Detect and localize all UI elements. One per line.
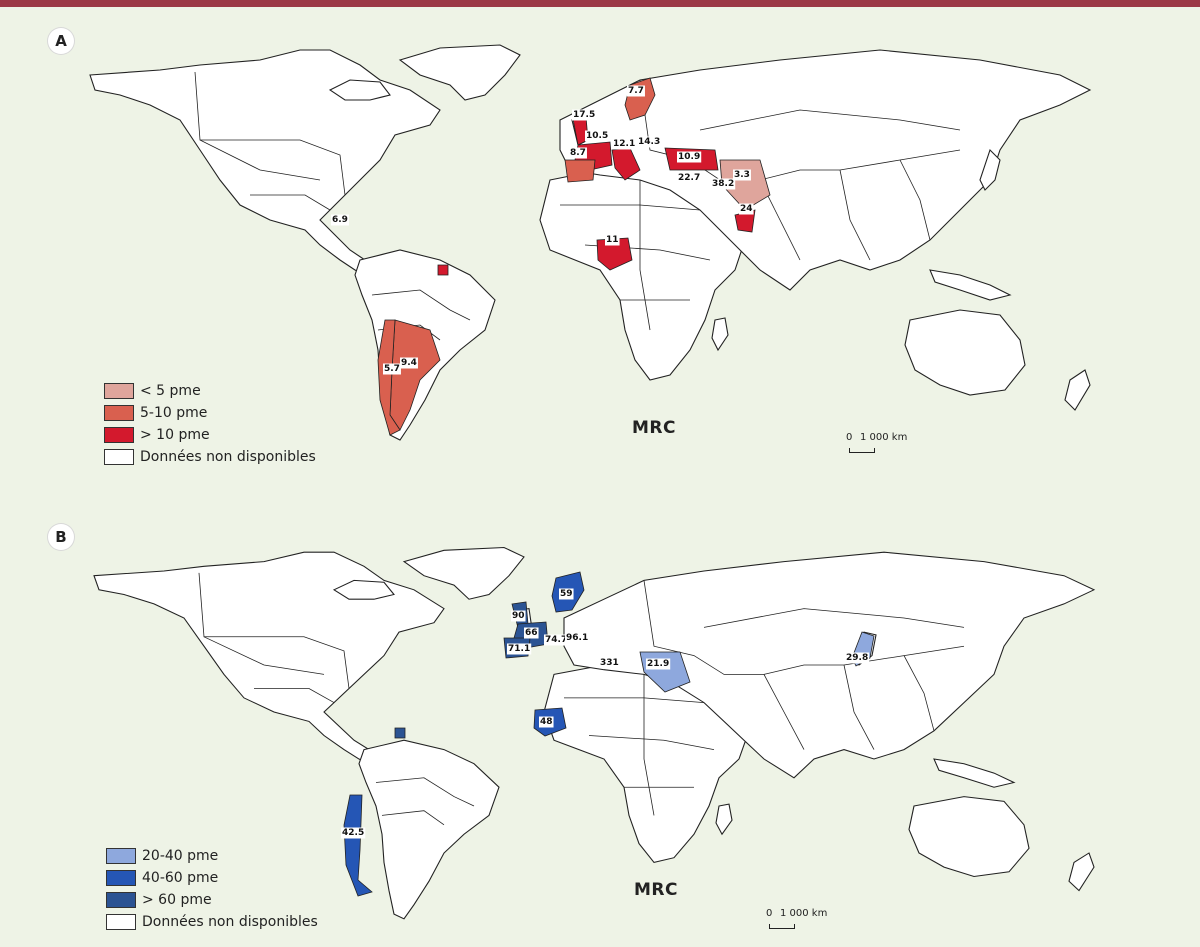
value-label-b: 59 — [560, 589, 573, 599]
value-label-a: 14.3 — [638, 137, 660, 147]
suriname-b — [394, 727, 406, 739]
new-zealand — [1068, 852, 1095, 892]
legend-item: > 60 pme — [106, 889, 318, 911]
world-map-a: 17.5 7.7 10.5 14.3 12.1 8.7 10.9 22.7 38… — [89, 44, 1092, 441]
value-label-a: 8.7 — [570, 148, 586, 158]
value-label-b: 21.9 — [647, 659, 669, 669]
southeast-asia-islands — [929, 269, 1012, 301]
value-label-b: 74.7 — [545, 635, 567, 645]
value-label-a: 17.5 — [573, 110, 595, 120]
value-label-b: 90 — [512, 611, 525, 621]
north-america-landmass — [89, 49, 441, 279]
spain-a — [564, 159, 596, 183]
map-caption-a: MRC — [632, 418, 676, 438]
value-label-b: 42.5 — [342, 828, 364, 838]
legend-swatch — [104, 405, 134, 421]
panel-label-a: A — [48, 28, 74, 54]
legend-item: 40-60 pme — [106, 867, 318, 889]
top-accent-bar — [0, 0, 1200, 7]
map-panel-a: A — [0, 20, 1200, 485]
value-label-a: 38.2 — [712, 179, 734, 189]
value-label-a: 12.1 — [613, 139, 635, 149]
map-caption-b: MRC — [634, 880, 678, 900]
new-zealand — [1064, 369, 1091, 411]
madagascar — [711, 317, 729, 352]
greenland — [398, 44, 521, 101]
legend-item: > 10 pme — [104, 424, 316, 446]
chile-b — [343, 794, 373, 897]
legend-item: Données non disponibles — [106, 911, 318, 933]
suriname-a — [437, 264, 449, 276]
legend-swatch — [106, 848, 136, 864]
value-label-a: 5.7 — [384, 364, 400, 374]
legend-b: 20-40 pme 40-60 pme > 60 pme Données non… — [106, 845, 318, 933]
legend-a: < 5 pme 5-10 pme > 10 pme Données non di… — [104, 380, 316, 468]
value-label-b: 71.1 — [508, 644, 530, 654]
nigeria-a — [596, 237, 633, 271]
southeast-asia-islands — [933, 758, 1016, 788]
legend-swatch — [106, 892, 136, 908]
arctic-islands — [328, 79, 391, 101]
value-label-a: 6.9 — [332, 215, 348, 225]
scale-bar-a: 0 1 000 km — [846, 432, 916, 456]
madagascar — [715, 803, 733, 836]
north-america-landmass — [93, 551, 445, 768]
value-label-b: 29.8 — [846, 653, 868, 663]
legend-swatch — [106, 914, 136, 930]
australia — [908, 796, 1030, 878]
panel-label-b: B — [48, 524, 74, 550]
legend-swatch — [104, 449, 134, 465]
world-map-b: 90 59 66 74.7 96.1 71.1 331 21.9 29.8 48… — [93, 546, 1096, 920]
value-label-a: 10.5 — [586, 131, 608, 141]
value-label-a: 9.4 — [401, 358, 417, 368]
legend-swatch — [106, 870, 136, 886]
south-america-landmass — [358, 739, 500, 920]
australia — [904, 309, 1026, 396]
value-label-b: 48 — [540, 717, 553, 727]
greenland — [402, 546, 525, 600]
value-label-a: 24 — [740, 204, 753, 214]
value-label-a: 3.3 — [734, 170, 750, 180]
legend-item: < 5 pme — [104, 380, 316, 402]
value-label-a: 10.9 — [678, 152, 700, 162]
value-label-a: 11 — [606, 235, 619, 245]
japan — [979, 148, 1001, 191]
value-label-b: 331 — [600, 658, 619, 668]
chile-a — [377, 319, 401, 436]
map-panel-b: B — [0, 520, 1200, 940]
legend-swatch — [104, 427, 134, 443]
value-label-a: 7.7 — [628, 86, 644, 96]
legend-item: 20-40 pme — [106, 845, 318, 867]
arctic-islands — [332, 579, 395, 600]
scale-bar-b: 0 1 000 km — [766, 908, 836, 932]
value-label-b: 96.1 — [566, 633, 588, 643]
legend-swatch — [104, 383, 134, 399]
legend-item: 5-10 pme — [104, 402, 316, 424]
value-label-b: 66 — [525, 628, 538, 638]
legend-item: Données non disponibles — [104, 446, 316, 468]
value-label-a: 22.7 — [678, 173, 700, 183]
